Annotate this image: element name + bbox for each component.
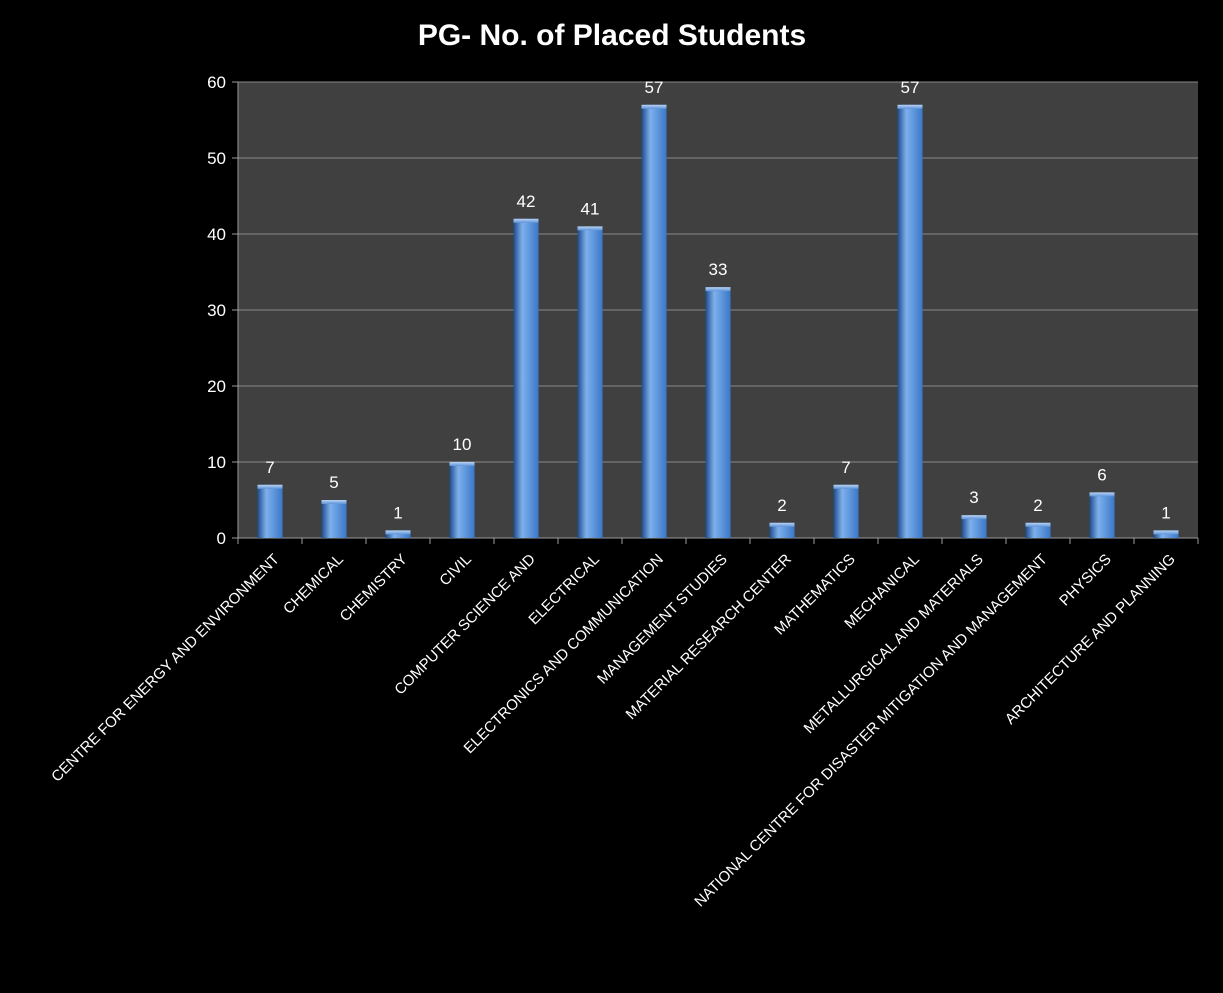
bar-cap xyxy=(577,226,603,231)
bar-cap xyxy=(513,218,539,223)
x-tick-label: CHEMICAL xyxy=(280,551,347,618)
bar-cap xyxy=(961,515,987,520)
bar xyxy=(641,104,667,539)
data-label: 41 xyxy=(581,199,600,218)
x-tick-label: CENTRE FOR ENERGY AND ENVIRONMENT xyxy=(48,551,283,786)
bar xyxy=(577,226,603,538)
x-tick-label: CHEMISTRY xyxy=(337,551,411,625)
bar xyxy=(321,500,347,538)
x-tick-label: COMPUTER SCIENCE AND xyxy=(391,551,539,699)
bar-cap xyxy=(1025,522,1051,527)
data-label: 42 xyxy=(517,192,536,211)
data-label: 3 xyxy=(969,488,978,507)
y-tick-label: 50 xyxy=(207,149,226,168)
x-tick-label: PHYSICS xyxy=(1056,551,1115,610)
bar-cap xyxy=(449,462,475,466)
bar-cap xyxy=(321,500,347,504)
data-label: 7 xyxy=(265,458,274,477)
data-label: 1 xyxy=(393,503,402,522)
data-label: 57 xyxy=(645,78,664,97)
bar-cap xyxy=(385,530,411,535)
chart-title: PG- No. of Placed Students xyxy=(418,19,806,52)
bar-cap xyxy=(769,522,795,527)
data-label: 6 xyxy=(1097,465,1106,484)
x-tick-label: CIVIL xyxy=(436,551,475,590)
data-label: 57 xyxy=(901,78,920,97)
data-label: 5 xyxy=(329,473,338,492)
bar xyxy=(1089,492,1115,538)
y-tick-label: 60 xyxy=(207,73,226,92)
data-label: 33 xyxy=(709,260,728,279)
bar-cap xyxy=(705,287,731,292)
bar xyxy=(705,287,731,538)
bar xyxy=(833,484,859,538)
bar xyxy=(961,515,987,538)
y-tick-label: 40 xyxy=(207,225,226,244)
data-label: 1 xyxy=(1161,503,1170,522)
bar-cap xyxy=(641,104,667,109)
bar xyxy=(897,104,923,539)
bar xyxy=(449,462,475,538)
data-label: 2 xyxy=(777,496,786,515)
data-label: 2 xyxy=(1033,496,1042,515)
x-tick-label: MANAGEMENT STUDIES xyxy=(594,551,731,688)
y-tick-label: 20 xyxy=(207,377,226,396)
y-tick-label: 30 xyxy=(207,301,226,320)
bar-cap xyxy=(1153,530,1179,535)
y-tick-label: 10 xyxy=(207,453,226,472)
bar xyxy=(513,218,539,539)
bar-cap xyxy=(257,484,283,489)
data-label: 7 xyxy=(841,458,850,477)
data-label: 10 xyxy=(453,435,472,454)
bar xyxy=(257,484,283,538)
y-tick-label: 0 xyxy=(217,529,226,548)
bar-cap xyxy=(833,484,859,489)
bar-cap xyxy=(1089,492,1115,497)
bar-cap xyxy=(897,104,923,109)
